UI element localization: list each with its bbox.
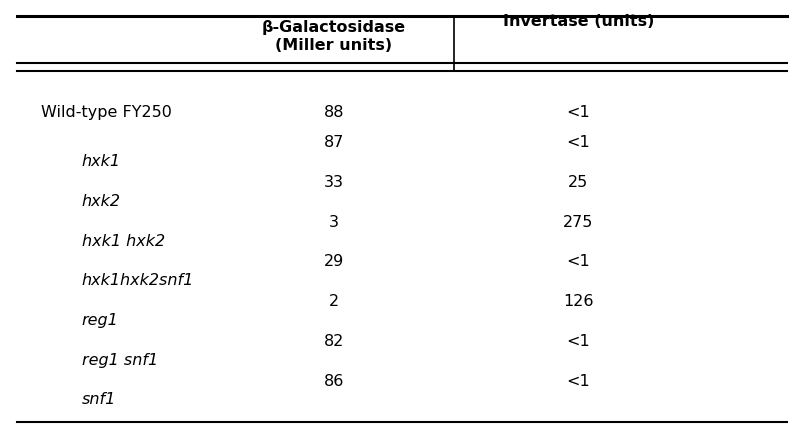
Text: <1: <1: [565, 255, 589, 270]
Text: <1: <1: [565, 334, 589, 349]
Text: reg1 snf1: reg1 snf1: [81, 353, 157, 368]
Text: hxk1hxk2snf1: hxk1hxk2snf1: [81, 273, 194, 288]
Text: 3: 3: [328, 215, 339, 230]
Text: hxk1 hxk2: hxk1 hxk2: [81, 233, 165, 249]
Text: 126: 126: [562, 294, 593, 309]
Text: 86: 86: [324, 374, 344, 389]
Text: snf1: snf1: [81, 393, 116, 408]
Text: 29: 29: [324, 255, 344, 270]
Text: <1: <1: [565, 374, 589, 389]
Text: Invertase (units): Invertase (units): [502, 14, 653, 29]
Text: Wild-type FY250: Wild-type FY250: [42, 105, 172, 120]
Text: 33: 33: [324, 175, 344, 190]
Text: 87: 87: [324, 135, 344, 150]
Text: hxk2: hxk2: [81, 194, 120, 209]
Text: β-Galactosidase
(Miller units): β-Galactosidase (Miller units): [262, 20, 406, 52]
Text: 25: 25: [568, 175, 588, 190]
Text: reg1: reg1: [81, 313, 118, 328]
Text: 82: 82: [324, 334, 344, 349]
Text: <1: <1: [565, 105, 589, 120]
Text: 2: 2: [328, 294, 339, 309]
Text: hxk1: hxk1: [81, 154, 120, 169]
Text: 275: 275: [562, 215, 593, 230]
Text: 88: 88: [324, 105, 344, 120]
Text: <1: <1: [565, 135, 589, 150]
